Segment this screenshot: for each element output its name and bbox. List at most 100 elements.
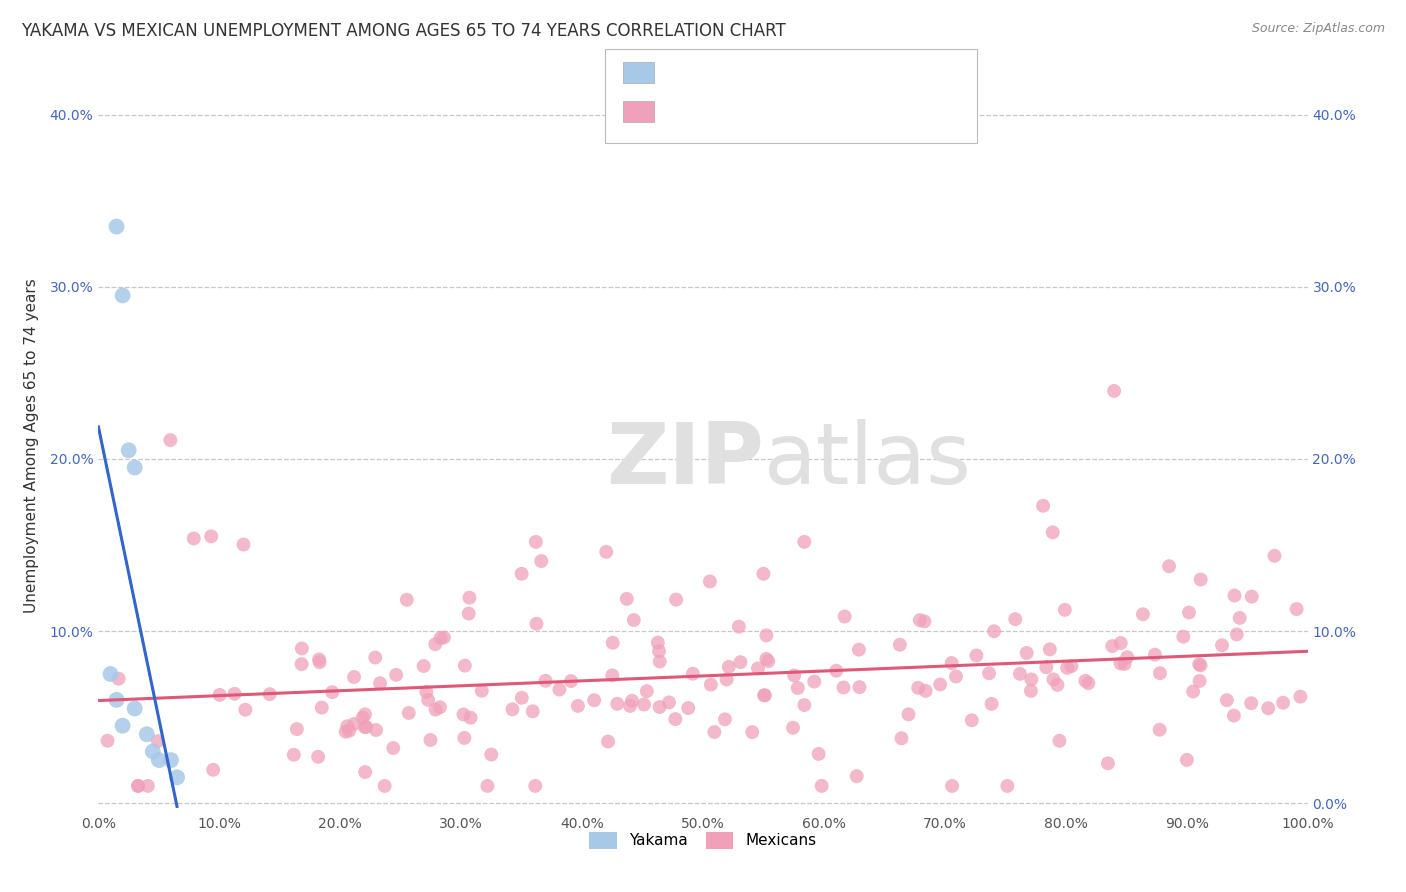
- Point: [510, 566, 533, 581]
- Point: [1042, 525, 1064, 540]
- Point: [647, 635, 669, 649]
- Point: [977, 666, 1000, 681]
- Point: [100, 667, 122, 681]
- Point: [583, 693, 606, 707]
- Point: [335, 724, 357, 739]
- Point: [1188, 673, 1211, 688]
- Point: [105, 219, 128, 234]
- Point: [945, 669, 967, 683]
- Point: [1226, 627, 1249, 641]
- Point: [606, 697, 628, 711]
- Point: [183, 532, 205, 546]
- Point: [382, 741, 405, 756]
- Point: [783, 668, 806, 682]
- Point: [385, 668, 408, 682]
- Point: [291, 641, 314, 656]
- Point: [1173, 630, 1195, 644]
- Point: [602, 636, 624, 650]
- Point: [699, 574, 721, 589]
- Point: [1223, 708, 1246, 723]
- Point: [1178, 606, 1201, 620]
- Point: [1216, 693, 1239, 707]
- Point: [1109, 657, 1132, 671]
- Point: [471, 683, 494, 698]
- Point: [595, 545, 617, 559]
- Point: [501, 702, 523, 716]
- Point: [1289, 690, 1312, 704]
- Point: [142, 744, 165, 758]
- Point: [664, 712, 686, 726]
- Point: [941, 656, 963, 670]
- Point: [105, 693, 128, 707]
- Point: [526, 616, 548, 631]
- Point: [96, 733, 118, 747]
- Point: [1035, 660, 1057, 674]
- Point: [354, 707, 377, 722]
- Point: [600, 668, 623, 682]
- Point: [832, 681, 855, 695]
- Point: [1046, 678, 1069, 692]
- Point: [678, 701, 700, 715]
- Point: [479, 747, 502, 762]
- Point: [1229, 611, 1251, 625]
- Point: [135, 727, 157, 741]
- Point: [419, 733, 441, 747]
- Point: [308, 655, 330, 669]
- Point: [703, 725, 725, 739]
- Point: [337, 723, 360, 738]
- Point: [752, 566, 775, 581]
- Point: [741, 725, 763, 739]
- Point: [619, 698, 641, 713]
- Point: [136, 779, 159, 793]
- Point: [166, 770, 188, 784]
- Point: [208, 688, 231, 702]
- Point: [148, 753, 170, 767]
- Point: [232, 537, 254, 551]
- Point: [914, 684, 936, 698]
- Point: [1077, 676, 1099, 690]
- Point: [530, 554, 553, 568]
- Point: [623, 613, 645, 627]
- Point: [1211, 638, 1233, 652]
- Point: [285, 722, 308, 736]
- Point: [716, 673, 738, 687]
- Text: R =: R =: [665, 63, 702, 81]
- Text: 13: 13: [807, 63, 830, 81]
- Point: [1114, 657, 1136, 671]
- Point: [415, 685, 437, 699]
- Text: Source: ZipAtlas.com: Source: ZipAtlas.com: [1251, 22, 1385, 36]
- Point: [1157, 559, 1180, 574]
- Text: YAKAMA VS MEXICAN UNEMPLOYMENT AMONG AGES 65 TO 74 YEARS CORRELATION CHART: YAKAMA VS MEXICAN UNEMPLOYMENT AMONG AGE…: [21, 22, 786, 40]
- Text: 0.443: 0.443: [703, 103, 751, 120]
- Point: [1132, 607, 1154, 622]
- Point: [897, 707, 920, 722]
- Point: [756, 654, 779, 668]
- Point: [636, 684, 658, 698]
- Point: [1175, 753, 1198, 767]
- Point: [965, 648, 987, 663]
- Point: [352, 711, 374, 725]
- Point: [560, 674, 582, 689]
- Point: [127, 779, 149, 793]
- Point: [1021, 673, 1043, 687]
- Point: [1102, 384, 1125, 398]
- Point: [1008, 666, 1031, 681]
- Point: [727, 619, 749, 633]
- Point: [458, 591, 481, 605]
- Point: [429, 631, 451, 645]
- Point: [457, 607, 479, 621]
- Point: [202, 763, 225, 777]
- Point: [1056, 661, 1078, 675]
- Point: [364, 723, 387, 737]
- Point: [308, 652, 330, 666]
- Point: [336, 719, 359, 733]
- Point: [524, 535, 547, 549]
- Text: R =: R =: [665, 103, 702, 120]
- Point: [929, 677, 952, 691]
- Point: [995, 779, 1018, 793]
- Point: [368, 676, 391, 690]
- Point: [807, 747, 830, 761]
- Point: [453, 707, 475, 722]
- Point: [717, 660, 740, 674]
- Point: [146, 734, 169, 748]
